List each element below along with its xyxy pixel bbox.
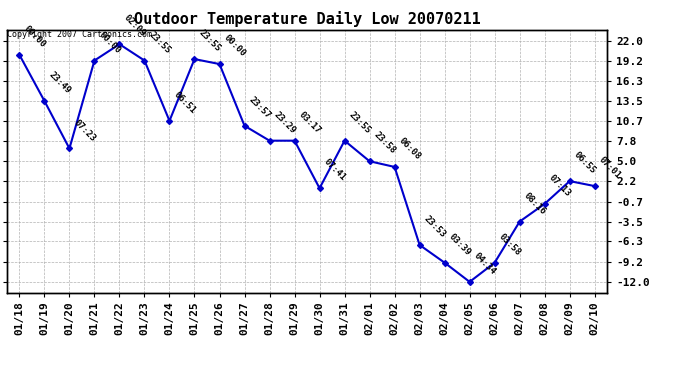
Text: 07:41: 07:41 <box>322 157 348 183</box>
Text: 02:09: 02:09 <box>122 13 148 39</box>
Text: 07:13: 07:13 <box>547 173 573 198</box>
Text: 06:55: 06:55 <box>573 150 598 176</box>
Text: 23:57: 23:57 <box>247 95 273 120</box>
Text: 23:49: 23:49 <box>47 70 72 95</box>
Text: Copyright 2007 Cartronics.com: Copyright 2007 Cartronics.com <box>7 30 152 39</box>
Text: 00:00: 00:00 <box>222 33 248 58</box>
Text: 23:29: 23:29 <box>273 110 297 135</box>
Text: 23:53: 23:53 <box>422 214 448 239</box>
Text: 04:34: 04:34 <box>473 251 497 276</box>
Text: 06:51: 06:51 <box>172 90 197 115</box>
Text: 06:08: 06:08 <box>397 136 423 161</box>
Text: 23:58: 23:58 <box>373 130 397 156</box>
Text: 08:16: 08:16 <box>522 190 548 216</box>
Text: 03:39: 03:39 <box>447 232 473 257</box>
Text: 07:23: 07:23 <box>72 117 97 143</box>
Text: 00:00: 00:00 <box>22 24 48 49</box>
Text: 23:55: 23:55 <box>197 28 223 54</box>
Text: 03:58: 03:58 <box>497 232 523 257</box>
Text: 03:17: 03:17 <box>297 110 323 135</box>
Text: 23:55: 23:55 <box>147 30 172 55</box>
Title: Outdoor Temperature Daily Low 20070211: Outdoor Temperature Daily Low 20070211 <box>134 12 480 27</box>
Text: 23:55: 23:55 <box>347 110 373 135</box>
Text: 07:01: 07:01 <box>598 155 623 180</box>
Text: 00:00: 00:00 <box>97 30 123 55</box>
